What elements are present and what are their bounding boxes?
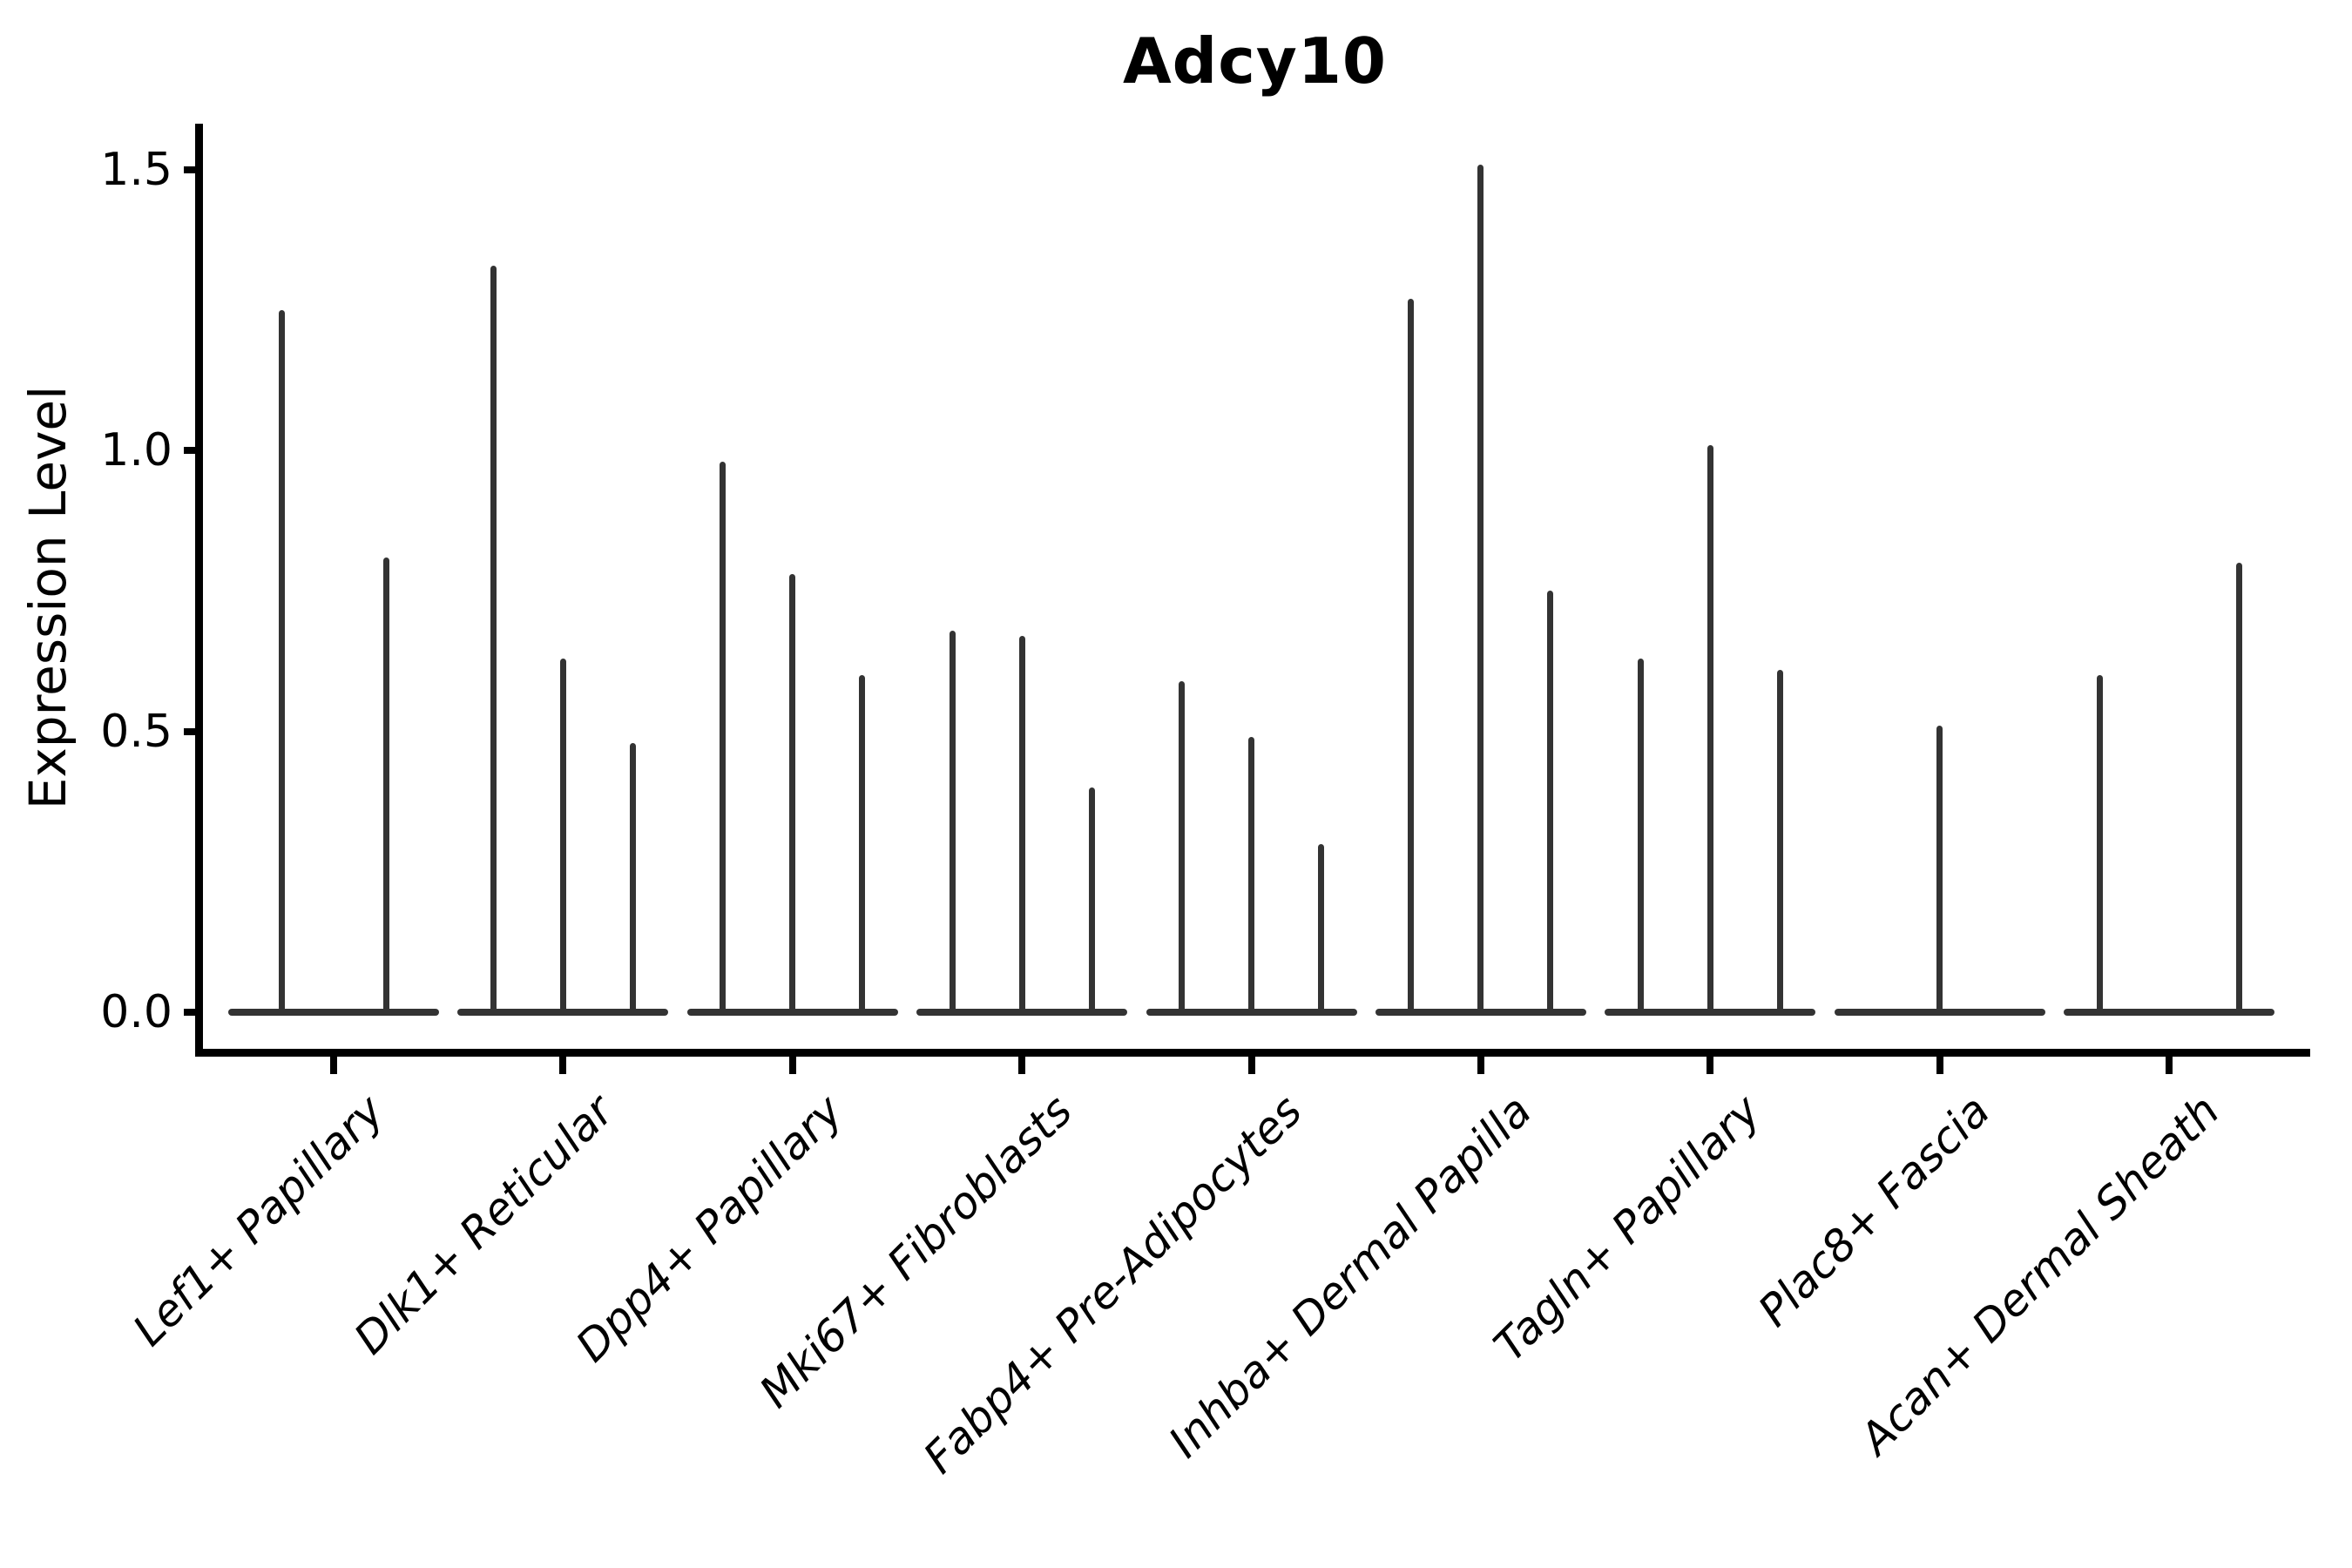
violin-spike [949, 630, 956, 1014]
violin-spike [1637, 658, 1644, 1014]
violin-spike [1088, 787, 1095, 1014]
violin-zero-body [2064, 1009, 2274, 1016]
x-tick-label: Inhba+ Dermal Papilla [1159, 1085, 1541, 1468]
violin-spike [1477, 164, 1484, 1014]
violin-spike [2096, 675, 2103, 1014]
violin-spike [1547, 591, 1554, 1014]
violin-spike [629, 742, 636, 1014]
violin-spike [1248, 737, 1254, 1014]
y-axis-spine [195, 124, 203, 1057]
y-tick [184, 727, 196, 735]
x-tick [1477, 1057, 1484, 1074]
y-axis-label: Expression Level [18, 385, 78, 810]
x-tick [1018, 1057, 1026, 1074]
violin-spike [1936, 726, 1943, 1014]
violin-zero-body [228, 1009, 439, 1016]
x-tick-label: Plac8+ Fascia [1748, 1085, 2000, 1336]
violin-spike [382, 557, 389, 1014]
x-tick [559, 1057, 567, 1074]
violin-spike [1318, 843, 1324, 1014]
violin-spike [490, 265, 497, 1014]
y-tick [184, 447, 196, 455]
violin-spike [2235, 563, 2242, 1014]
x-tick [1247, 1057, 1255, 1074]
violin-spike [720, 462, 727, 1014]
y-tick [184, 166, 196, 173]
violin-spike [559, 658, 566, 1014]
violin-spike [1179, 680, 1185, 1014]
plot-title: Adcy10 [1122, 24, 1388, 98]
violin-spike [1707, 444, 1713, 1014]
x-tick [788, 1057, 796, 1074]
y-tick [184, 1009, 196, 1016]
x-axis-spine [195, 1049, 2310, 1057]
x-tick [2166, 1057, 2173, 1074]
violin-spike [1018, 636, 1025, 1014]
y-tick-label: 1.5 [100, 143, 172, 196]
x-tick [1707, 1057, 1714, 1074]
violin-spike [1408, 299, 1415, 1014]
violin-spike [789, 574, 796, 1014]
x-tick [1936, 1057, 1943, 1074]
x-tick-label: Fabp4+ Pre-Adipocytes [913, 1085, 1312, 1484]
x-tick-label: Lef1+ Papillary [123, 1085, 395, 1356]
x-tick [330, 1057, 337, 1074]
y-tick-label: 0.5 [100, 705, 172, 758]
y-tick-label: 1.0 [100, 424, 172, 477]
violin-spike [278, 310, 285, 1014]
violin-spike [1776, 669, 1783, 1014]
y-tick-label: 0.0 [100, 986, 172, 1038]
violin-spike [859, 675, 866, 1014]
